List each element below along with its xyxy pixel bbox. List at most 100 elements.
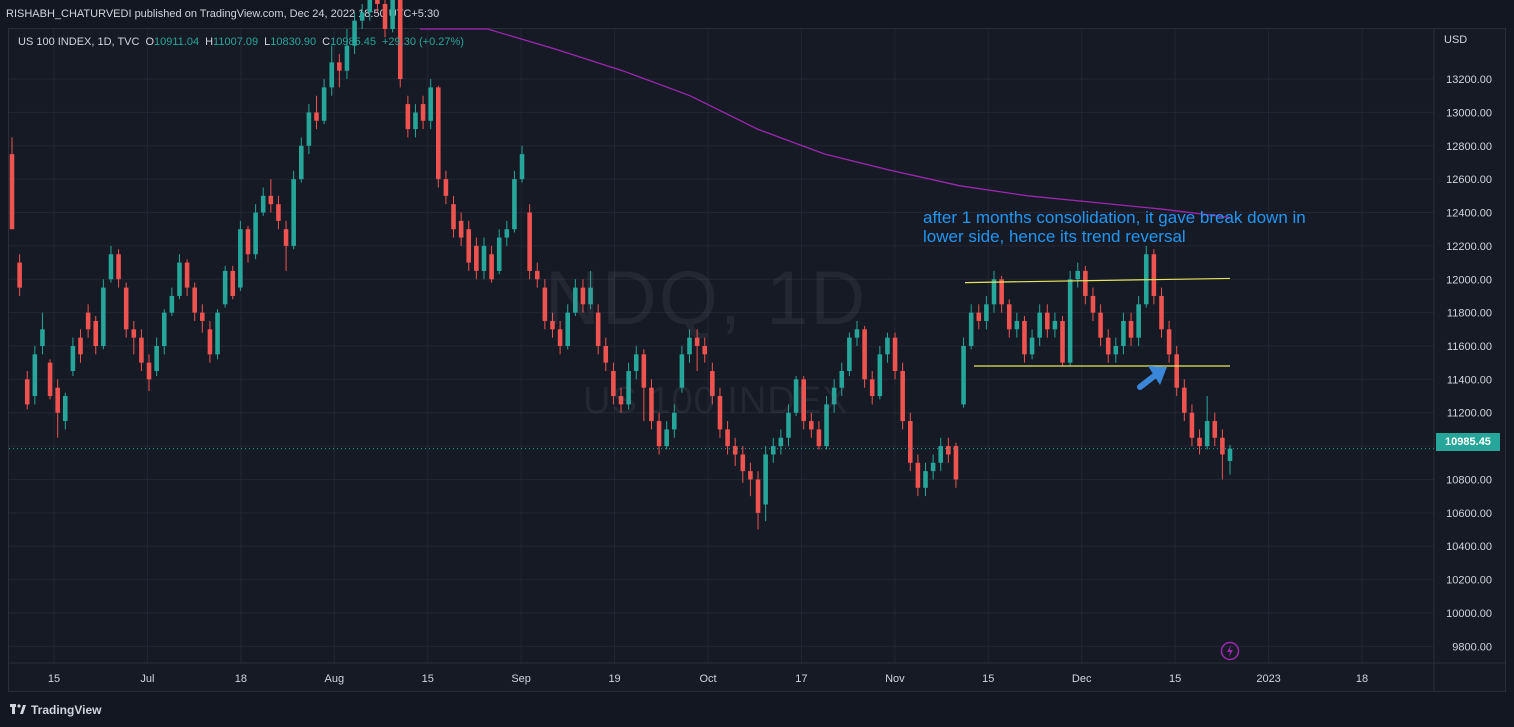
candle-body[interactable] <box>1204 421 1210 447</box>
candle-body[interactable] <box>17 262 22 288</box>
candle-body[interactable] <box>816 429 822 447</box>
candle-body[interactable] <box>1220 437 1225 455</box>
candle-body[interactable] <box>725 429 730 447</box>
candle-body[interactable] <box>672 412 677 430</box>
candle-body[interactable] <box>405 104 411 130</box>
candle-body[interactable] <box>786 412 791 438</box>
currency-label[interactable]: USD <box>1444 34 1468 46</box>
candle-body[interactable] <box>763 454 768 505</box>
candle-body[interactable] <box>63 396 68 422</box>
candle-body[interactable] <box>946 446 951 455</box>
candle-body[interactable] <box>923 471 928 488</box>
candle-body[interactable] <box>748 471 753 480</box>
candle-body[interactable] <box>230 270 236 296</box>
candle-body[interactable] <box>717 396 723 430</box>
tradingview-logo[interactable]: TradingView <box>10 703 101 717</box>
candle-body[interactable] <box>481 245 487 271</box>
candle-body[interactable] <box>809 421 814 430</box>
candle-body[interactable] <box>687 337 692 355</box>
candle-body[interactable] <box>321 87 327 121</box>
candle-body[interactable] <box>1151 254 1157 296</box>
candle-body[interactable] <box>192 287 197 313</box>
flash-icon[interactable] <box>1220 641 1240 661</box>
candle-body[interactable] <box>344 45 350 71</box>
candle-body[interactable] <box>611 371 616 397</box>
candle-body[interactable] <box>397 0 403 80</box>
candle-body[interactable] <box>215 312 220 355</box>
candle-body[interactable] <box>1105 337 1111 355</box>
candle-body[interactable] <box>847 337 852 372</box>
candle-body[interactable] <box>557 329 563 346</box>
candle-body[interactable] <box>382 3 388 29</box>
candle-body[interactable] <box>907 421 913 463</box>
candle-body[interactable] <box>892 337 898 372</box>
candle-body[interactable] <box>831 387 837 405</box>
candle-body[interactable] <box>222 270 228 305</box>
candle-body[interactable] <box>770 446 776 455</box>
candle-body[interactable] <box>976 312 982 321</box>
candle-body[interactable] <box>337 62 342 71</box>
candle-body[interactable] <box>101 287 106 346</box>
candle-body[interactable] <box>78 337 83 355</box>
candle-body[interactable] <box>915 462 921 488</box>
symbol-legend[interactable]: US 100 INDEX, 1D, TVC O10911.04 H11007.0… <box>18 36 464 48</box>
candle-body[interactable] <box>298 145 304 180</box>
candle-body[interactable] <box>238 229 243 288</box>
candle-body[interactable] <box>1006 304 1012 330</box>
candle-body[interactable] <box>961 346 966 405</box>
candle-body[interactable] <box>1166 329 1172 355</box>
chart-frame[interactable] <box>8 28 1506 692</box>
candle-body[interactable] <box>694 337 700 346</box>
candle-body[interactable] <box>580 287 586 305</box>
candle-body[interactable] <box>1022 320 1027 355</box>
candle-body[interactable] <box>1098 312 1103 338</box>
candle-body[interactable] <box>968 312 974 346</box>
candle-body[interactable] <box>169 295 175 313</box>
candle-body[interactable] <box>359 12 365 21</box>
candle-body[interactable] <box>1174 354 1179 388</box>
candle-body[interactable] <box>534 270 540 280</box>
candle-body[interactable] <box>755 479 761 513</box>
candle-body[interactable] <box>877 354 883 397</box>
candle-body[interactable] <box>55 387 60 413</box>
legend-symbol[interactable]: US 100 INDEX, 1D, TVC <box>18 36 140 48</box>
candle-body[interactable] <box>938 446 944 463</box>
candle-body[interactable] <box>123 287 129 330</box>
candle-body[interactable] <box>253 212 258 255</box>
annotation-text[interactable]: after 1 months consolidation, it gave br… <box>923 208 1306 246</box>
candle-body[interactable] <box>550 320 555 330</box>
candle-body[interactable] <box>603 346 609 363</box>
candle-body[interactable] <box>1197 437 1202 447</box>
candle-body[interactable] <box>314 112 319 121</box>
candle-body[interactable] <box>474 245 479 271</box>
candle-body[interactable] <box>633 354 639 372</box>
candle-body[interactable] <box>512 179 517 230</box>
candle-body[interactable] <box>268 195 274 205</box>
candle-body[interactable] <box>885 337 890 355</box>
candle-body[interactable] <box>710 371 715 397</box>
candle-body[interactable] <box>32 354 38 397</box>
candle-body[interactable] <box>595 312 601 346</box>
candle-body[interactable] <box>542 287 548 321</box>
candle-body[interactable] <box>276 204 281 221</box>
candle-body[interactable] <box>436 87 441 180</box>
candle-body[interactable] <box>40 329 45 346</box>
candle-body[interactable] <box>116 254 121 280</box>
candle-body[interactable] <box>999 279 1004 305</box>
candle-body[interactable] <box>1060 320 1065 363</box>
candle-body[interactable] <box>443 179 449 196</box>
candle-body[interactable] <box>85 312 91 330</box>
candle-body[interactable] <box>93 320 99 346</box>
candle-body[interactable] <box>869 379 875 397</box>
candle-body[interactable] <box>245 229 251 255</box>
candle-body[interactable] <box>47 362 53 397</box>
candle-body[interactable] <box>641 354 647 388</box>
candle-body[interactable] <box>177 262 182 296</box>
candle-body[interactable] <box>352 20 357 46</box>
candle-body[interactable] <box>930 462 936 472</box>
candle-body[interactable] <box>9 154 15 230</box>
candle-body[interactable] <box>991 279 997 305</box>
candle-body[interactable] <box>565 312 570 346</box>
candle-body[interactable] <box>740 454 746 472</box>
